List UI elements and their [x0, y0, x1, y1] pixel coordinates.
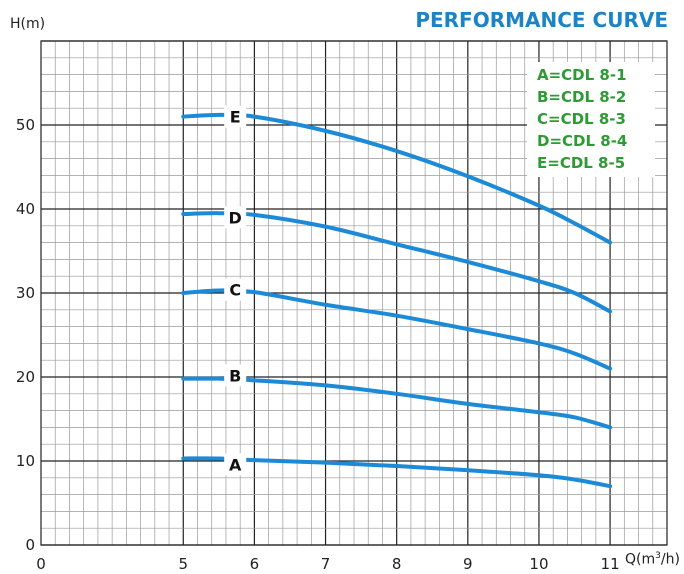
chart-title: PERFORMANCE CURVE — [415, 8, 668, 32]
curve-label-a: A — [229, 455, 242, 474]
x-axis-label-superscript: 3 — [655, 551, 661, 561]
x-tick-label: 0 — [36, 555, 46, 573]
x-axis-label: Q(m3/h) — [625, 551, 680, 568]
x-axis-label-suffix: /h) — [660, 551, 680, 568]
legend-item-a: A=CDL 8-1 — [537, 66, 627, 84]
plot-frame — [40, 40, 668, 546]
x-axis-label-prefix: Q(m — [625, 551, 656, 568]
legend-item-c: C=CDL 8-3 — [537, 110, 626, 128]
legend-item-d: D=CDL 8-4 — [537, 132, 628, 150]
curve-label-d: D — [229, 208, 242, 227]
curve-label-bg-c — [224, 278, 247, 301]
grid — [40, 40, 668, 546]
y-axis-label: H(m) — [10, 16, 46, 32]
x-tick-label: 11 — [601, 555, 620, 573]
curve-label-e: E — [230, 108, 241, 127]
legend-item-b: B=CDL 8-2 — [537, 88, 627, 106]
curve-label-c: C — [229, 281, 241, 300]
y-tick-label: 40 — [16, 200, 35, 218]
curve-labels: A B C D E — [224, 105, 247, 476]
curve-label-bg-b — [224, 364, 247, 387]
curve-label-bg-e — [224, 105, 247, 128]
legend: A=CDL 8-1 B=CDL 8-2 C=CDL 8-3 D=CDL 8-4 … — [527, 62, 655, 177]
y-tick-label: 30 — [16, 284, 35, 302]
x-tick-label: 6 — [250, 555, 260, 573]
x-tick-label: 5 — [178, 555, 188, 573]
x-tick-label: 7 — [321, 555, 331, 573]
curve-label-b: B — [229, 366, 241, 385]
legend-item-e: E=CDL 8-5 — [537, 154, 626, 172]
x-tick-label: 9 — [463, 555, 473, 573]
tick-labels: 0 5 6 7 8 9 10 11 0 10 20 30 40 50 — [16, 116, 620, 573]
curve-label-bg-d — [224, 206, 247, 229]
y-tick-label: 10 — [16, 452, 35, 470]
x-tick-label: 10 — [529, 555, 548, 573]
y-tick-label: 0 — [25, 536, 35, 554]
x-tick-label: 8 — [392, 555, 402, 573]
curve-label-bg-a — [224, 453, 247, 476]
y-tick-label: 20 — [16, 368, 35, 386]
y-tick-label: 50 — [16, 116, 35, 134]
